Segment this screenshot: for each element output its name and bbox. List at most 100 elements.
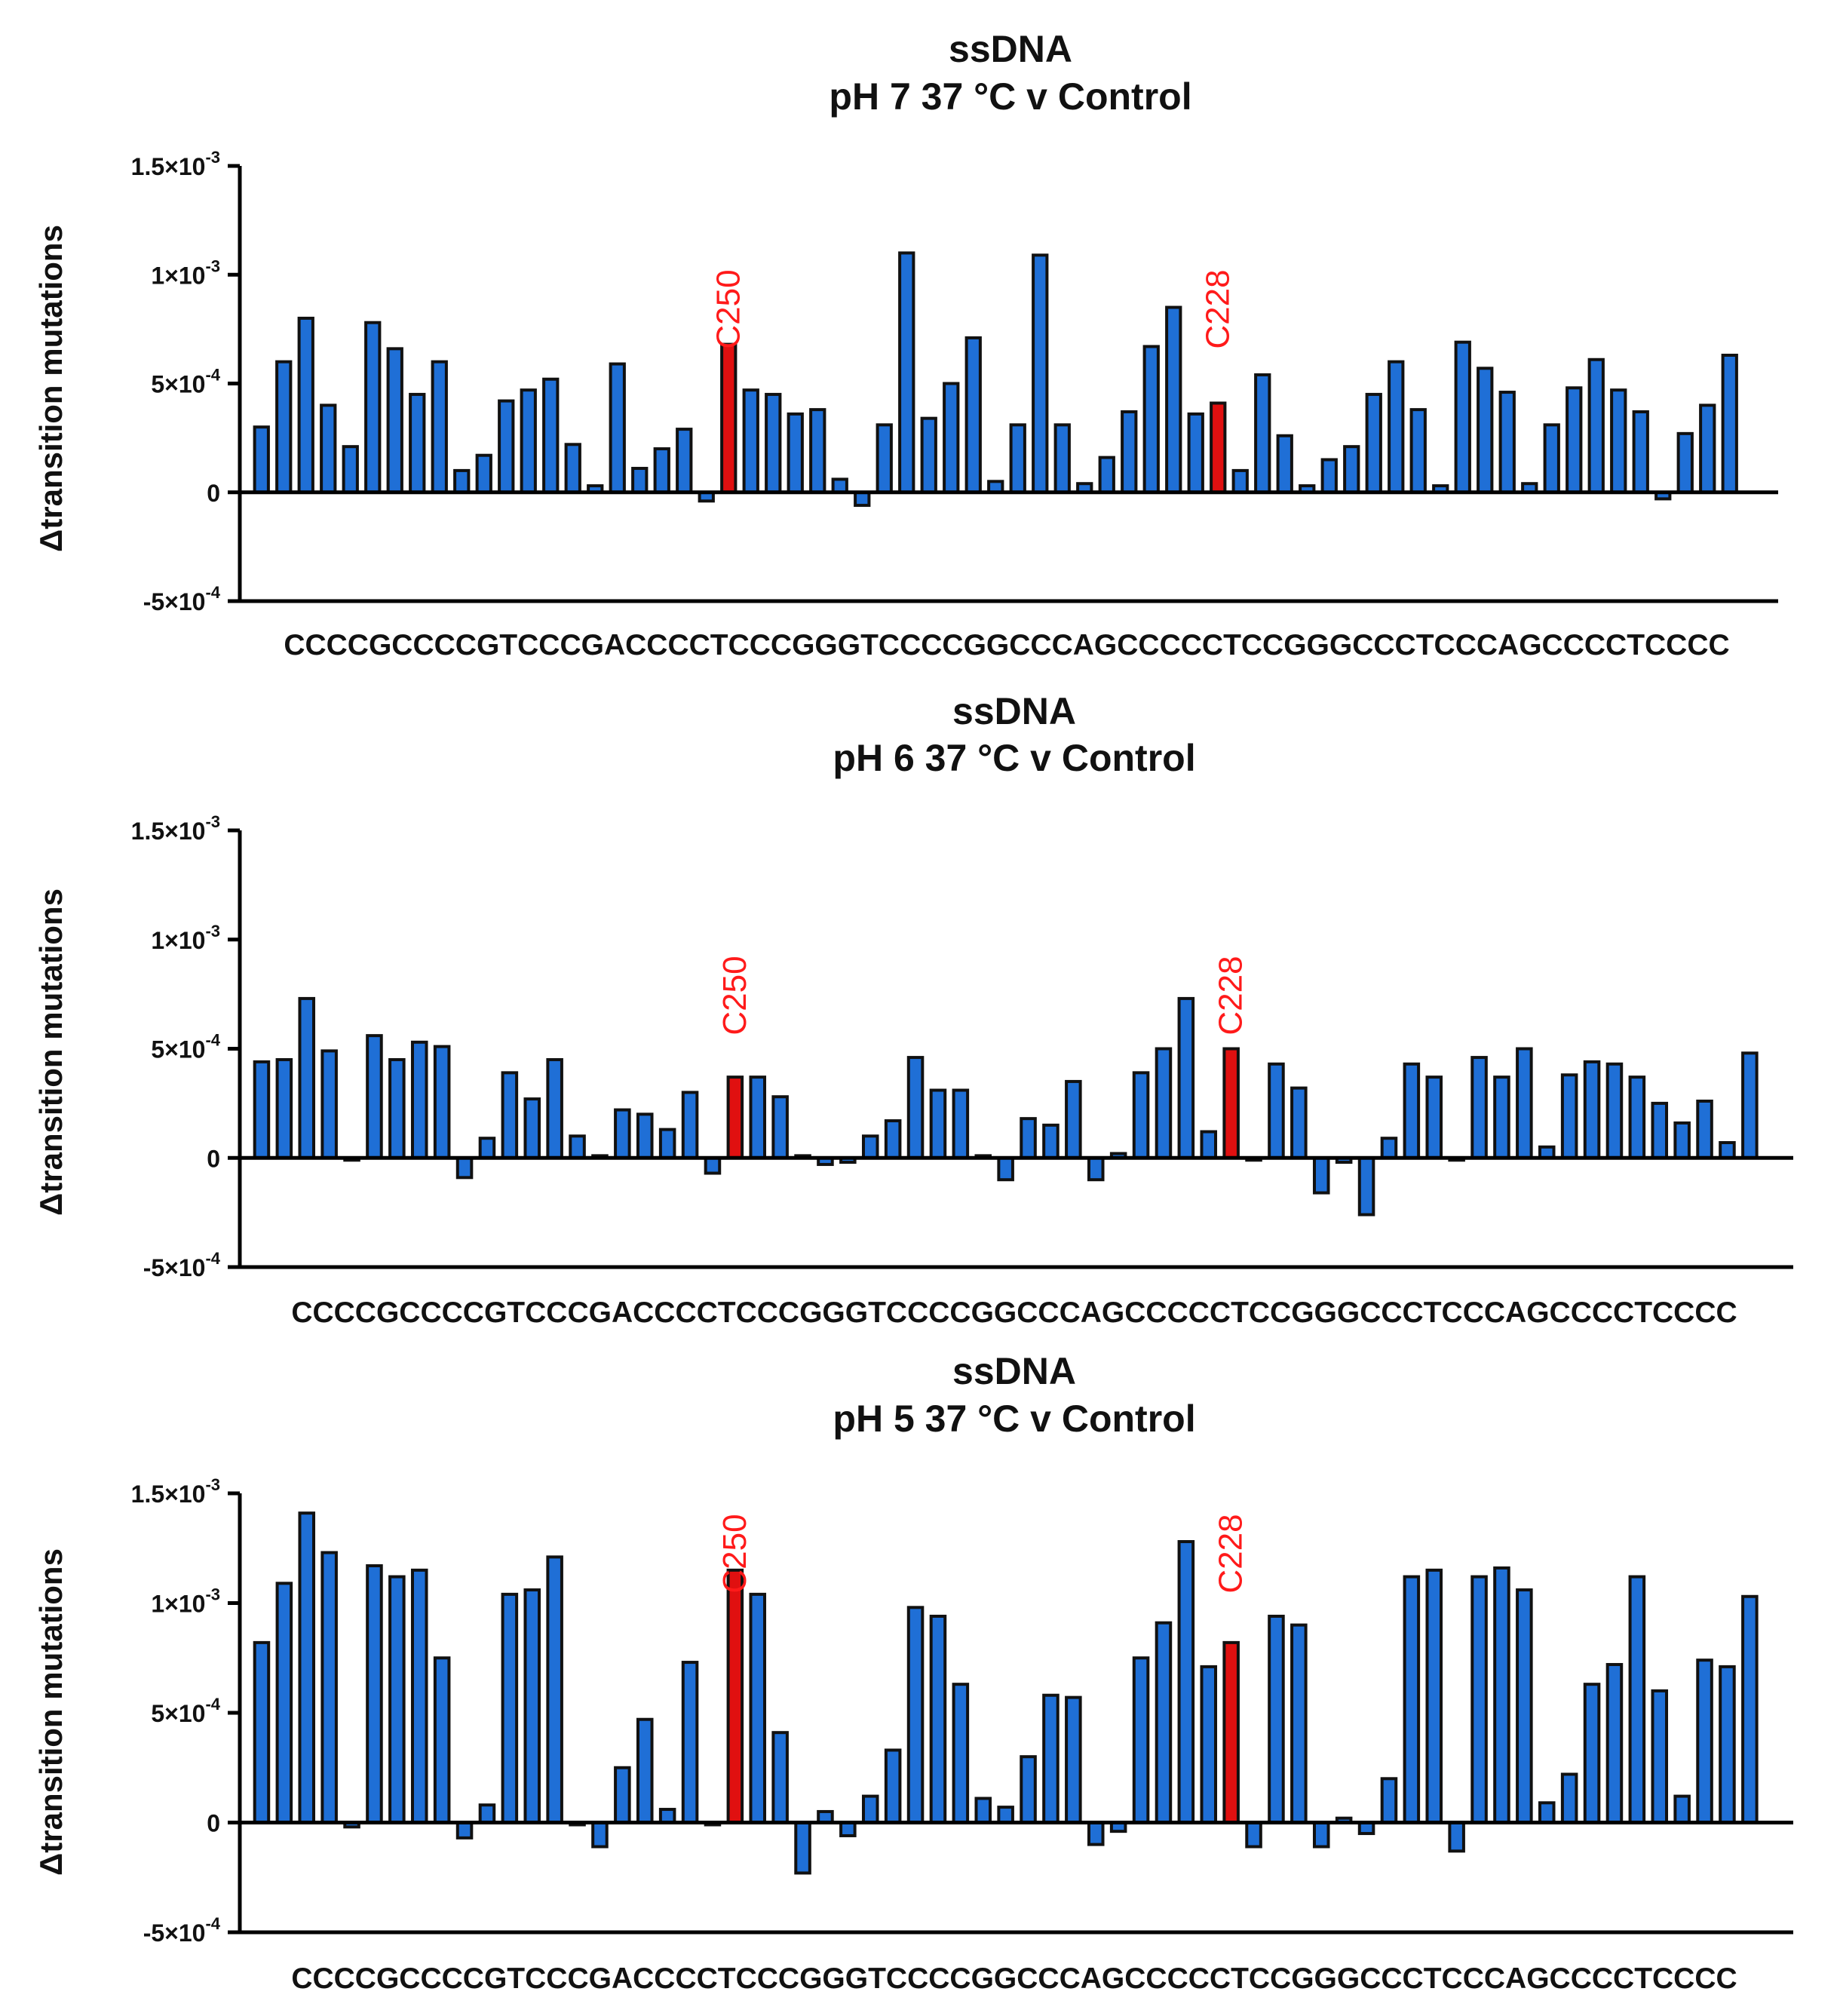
bar [1380,1137,1398,1160]
chart-title-line2: pH 7 37 °C v Control [829,75,1191,118]
bar [771,1095,789,1160]
bar [1454,340,1471,494]
bar [1651,1101,1669,1160]
y-tick-label: 0 [207,1810,220,1837]
bar [1187,412,1204,494]
bar [1425,1076,1443,1160]
bar [1020,1117,1037,1160]
bar [1493,1566,1510,1824]
bar [636,1112,654,1160]
y-axis-ticks: 1.5×10-3 1×10-3 5×10-4 0 -5×10-4 [131,1475,240,1947]
chart-panel-ph5: ssDNA pH 5 37 °C v Control Δtransition m… [33,1350,1793,1995]
bar [1516,1588,1533,1824]
bar [1065,1695,1082,1824]
bar [1699,404,1716,494]
bar [1268,1062,1285,1160]
highlight-annotations: C250 C228 [716,1514,1250,1593]
bar [1200,1130,1218,1160]
bar [253,425,270,494]
bar [1268,1614,1285,1824]
bar [475,453,492,494]
bar [854,490,871,508]
bar [1516,1047,1533,1160]
bar-highlight-c228 [1222,1640,1240,1824]
bar [749,1592,767,1824]
chart-title-line2: pH 5 37 °C v Control [833,1398,1195,1440]
chart-panel-ph7: ssDNA pH 7 37 °C v Control Δtransition m… [33,28,1778,661]
annotation-c228: C228 [1213,1514,1250,1593]
annotation-c250: C250 [716,1514,753,1593]
bar-highlight-c228 [1222,1047,1240,1160]
bar [1719,1140,1736,1160]
bar [275,360,293,494]
bar [410,1040,428,1160]
bar [1121,410,1138,494]
bar [1155,1621,1173,1824]
y-tick-label: -5×10-4 [143,583,221,615]
bar [275,1057,293,1160]
bar [431,360,448,494]
bar-highlight-c250 [726,1076,744,1160]
bar [1583,1683,1601,1824]
bar [320,404,337,494]
bar [342,445,359,494]
bar [997,1806,1014,1824]
bar [498,399,515,494]
bar [765,392,782,494]
y-tick-label: -5×10-4 [143,1914,221,1947]
bar [1177,1540,1195,1824]
bar [1538,1801,1556,1824]
y-tick-label: 5×10-4 [151,366,220,398]
bar [297,316,314,494]
bar [1245,1821,1262,1849]
bar [884,1748,902,1824]
bar [794,1821,811,1875]
bar [1696,1099,1713,1160]
bar [676,428,693,494]
bar [1065,1079,1082,1160]
bar [1132,1656,1150,1824]
bar [1560,1772,1578,1824]
bar [1403,1575,1421,1824]
y-tick-label: 0 [207,480,220,507]
bar [1543,423,1560,494]
bar [997,1156,1014,1182]
bar [681,1661,699,1824]
bar [501,1071,519,1160]
bar [609,362,626,494]
bar [388,1575,406,1824]
bar [275,1582,293,1824]
bar [653,447,670,494]
bar [520,388,537,494]
bar [320,1049,338,1160]
bar [1583,1060,1601,1160]
bar [1142,345,1160,494]
bar [876,423,893,494]
bar [1493,1076,1510,1160]
bar-highlight-c228 [1210,401,1227,494]
bar [433,1656,451,1824]
bar [591,1821,609,1849]
bar [771,1731,789,1824]
bar [1470,1575,1488,1824]
bar [1042,1123,1060,1160]
bar [1676,431,1694,494]
bar [386,347,403,494]
bar [906,1606,925,1824]
bar [1741,1051,1759,1160]
bar [366,1564,383,1824]
bar [1132,1071,1150,1160]
bar [478,1137,496,1160]
annotation-c250: C250 [716,956,753,1035]
bar [1470,1056,1488,1160]
bar [564,443,581,494]
bar [636,1717,654,1824]
bar [1009,423,1026,494]
bar [1477,367,1494,494]
bar-series [253,1511,1759,1875]
bar [523,1097,541,1160]
bar [1448,1821,1465,1853]
bar [433,1045,451,1160]
bar [1312,1821,1330,1849]
y-tick-label: 5×10-4 [151,1031,220,1063]
